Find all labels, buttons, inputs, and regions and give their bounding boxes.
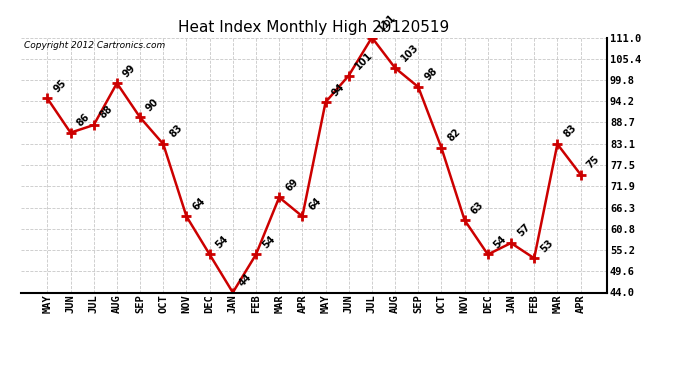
Text: 88: 88 (98, 104, 115, 121)
Text: 75: 75 (584, 154, 601, 170)
Title: Heat Index Monthly High 20120519: Heat Index Monthly High 20120519 (178, 20, 450, 35)
Text: Copyright 2012 Cartronics.com: Copyright 2012 Cartronics.com (23, 41, 165, 50)
Text: 95: 95 (52, 78, 68, 94)
Text: 82: 82 (446, 127, 462, 144)
Text: 101: 101 (353, 50, 374, 71)
Text: 111: 111 (376, 12, 397, 33)
Text: 54: 54 (492, 234, 509, 250)
Text: 57: 57 (515, 222, 532, 239)
Text: 83: 83 (168, 123, 184, 140)
Text: 63: 63 (469, 200, 486, 216)
Text: 54: 54 (214, 234, 230, 250)
Text: 90: 90 (144, 97, 161, 113)
Text: 98: 98 (422, 66, 439, 83)
Text: 54: 54 (260, 234, 277, 250)
Text: 83: 83 (562, 123, 578, 140)
Text: 99: 99 (121, 62, 138, 79)
Text: 64: 64 (306, 196, 323, 212)
Text: 44: 44 (237, 272, 254, 288)
Text: 94: 94 (330, 81, 346, 98)
Text: 103: 103 (400, 42, 421, 64)
Text: 86: 86 (75, 112, 91, 129)
Text: 69: 69 (284, 177, 300, 193)
Text: 64: 64 (190, 196, 207, 212)
Text: 53: 53 (538, 237, 555, 254)
